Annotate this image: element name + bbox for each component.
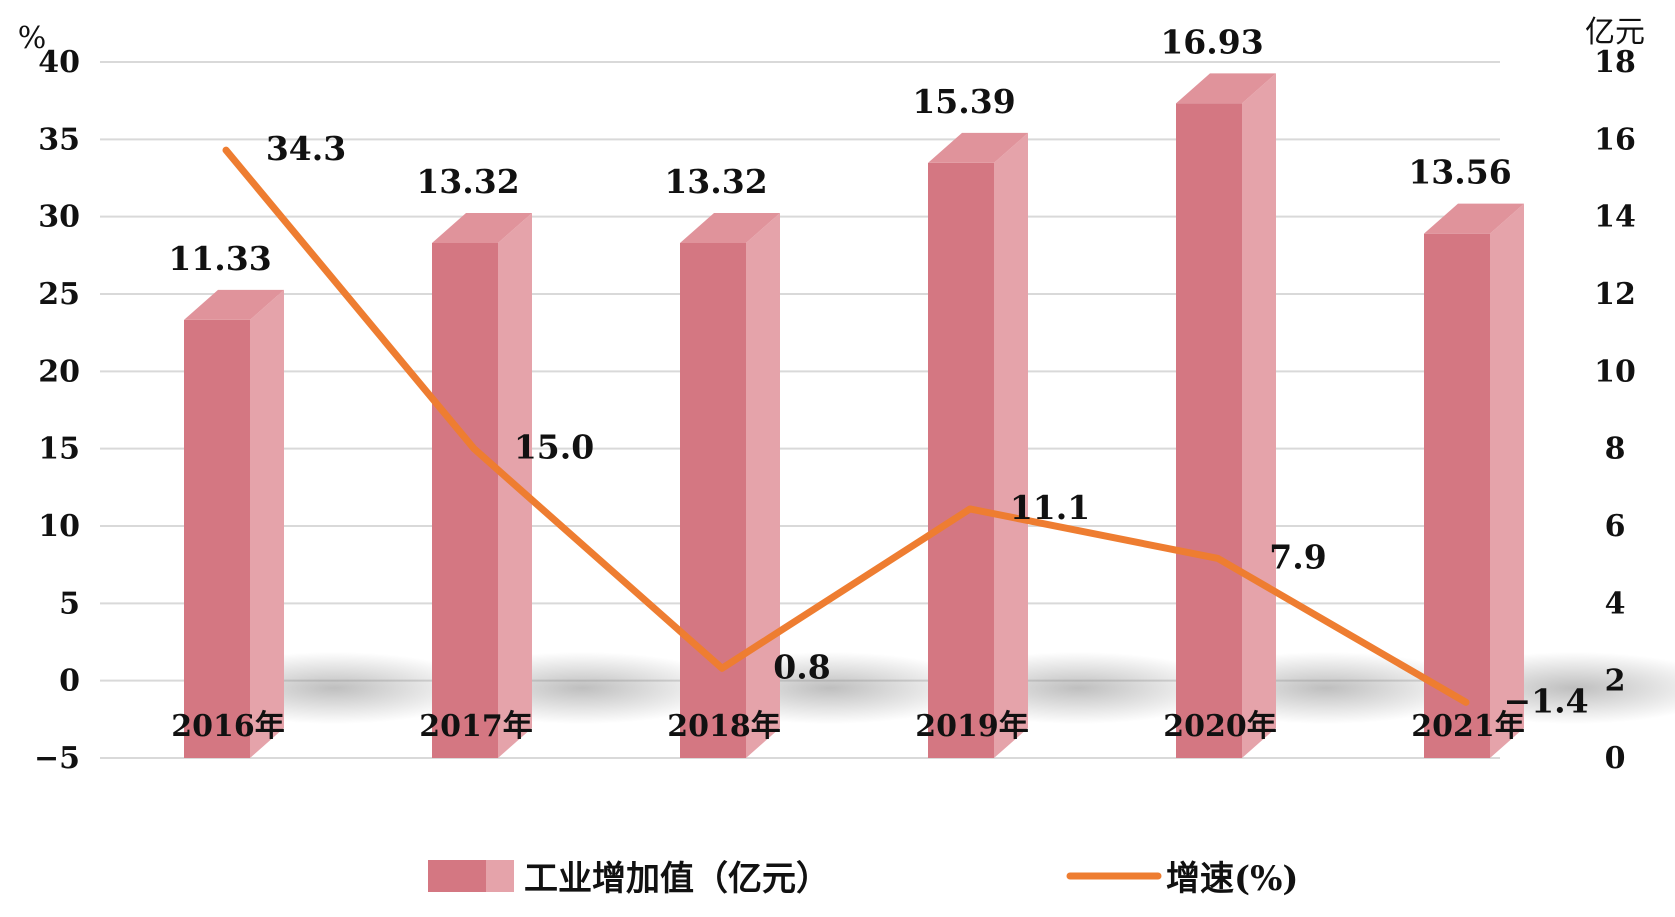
left-axis-tick-label: 0 (59, 664, 80, 699)
left-axis-tick-label: 20 (38, 354, 80, 389)
left-axis-tick-label: 10 (38, 509, 80, 544)
left-axis-tick-label: 30 (38, 200, 80, 235)
bar-top (184, 289, 284, 320)
bar-value-label: 15.39 (912, 82, 1015, 121)
left-axis-tick-label: 15 (38, 432, 80, 467)
line-value-label: 11.1 (1010, 488, 1090, 527)
bar-top (1424, 203, 1524, 234)
right-axis-tick-label: 18 (1594, 45, 1636, 80)
legend-bar-swatch (428, 860, 486, 892)
bar (184, 319, 250, 758)
bar-side (250, 289, 284, 758)
right-axis-tick-label: 16 (1594, 122, 1636, 157)
bar-side (746, 212, 780, 758)
bar-side (1490, 203, 1524, 758)
growth-line (222, 146, 1470, 706)
bar-side (1242, 73, 1276, 758)
bar-top (1176, 73, 1276, 104)
category-label: 2016年 (171, 709, 285, 744)
left-axis-tick-label: 5 (59, 586, 80, 621)
right-axis-tick-label: 12 (1594, 277, 1636, 312)
right-axis-unit: 亿元 (1585, 15, 1645, 50)
right-axis-tick-label: 0 (1605, 741, 1626, 776)
left-axis-tick-label: −5 (34, 741, 80, 776)
bar (1176, 103, 1242, 758)
legend-bar-swatch-side (486, 860, 514, 892)
bar (680, 242, 746, 758)
legend: 工业增加值（亿元） 增速(%) (428, 859, 1298, 899)
left-axis-tick-label: 35 (38, 122, 80, 157)
bar-value-label: 13.56 (1408, 153, 1511, 192)
right-axis-tick-label: 4 (1605, 586, 1626, 621)
bar-top (928, 132, 1028, 163)
line-value-label: 34.3 (266, 129, 346, 168)
bar-top (680, 212, 780, 243)
line-value-label: 7.9 (1269, 537, 1326, 576)
data-labels: 11.33 2016年 13.32 2017年 13.32 2018年 15.39 2019年… (168, 22, 1588, 744)
category-label: 2019年 (915, 709, 1029, 744)
category-label: 2020年 (1163, 709, 1277, 744)
line-value-label: −1.4 (1503, 681, 1588, 720)
line-value-label: 15.0 (514, 428, 594, 467)
category-label: 2018年 (667, 709, 781, 744)
bar-value-label: 13.32 (664, 162, 767, 201)
bar-side (994, 132, 1028, 759)
left-axis-tick-label: 40 (38, 45, 80, 80)
bar-value-label: 16.93 (1160, 22, 1263, 61)
category-label: 2017年 (419, 709, 533, 744)
legend-bar-label: 工业增加值（亿元） (524, 859, 830, 899)
category-label: 2021年 (1411, 709, 1525, 744)
legend-line-label: 增速(%) (1166, 859, 1298, 899)
left-axis-unit: % (18, 21, 47, 56)
bar-value-label: 11.33 (168, 239, 271, 278)
left-axis-tick-label: 25 (38, 277, 80, 312)
bar (1424, 233, 1490, 758)
right-axis-tick-label: 14 (1594, 200, 1636, 235)
line-value-label: 0.8 (773, 647, 830, 686)
line-series (222, 146, 1470, 706)
bar-top (432, 212, 532, 243)
right-axis-tick-label: 8 (1605, 432, 1626, 467)
bar-value-label: 13.32 (416, 162, 519, 201)
bar (432, 242, 498, 758)
right-axis-tick-label: 6 (1605, 509, 1626, 544)
right-axis-tick-label: 2 (1605, 664, 1626, 699)
right-axis-tick-label: 10 (1594, 354, 1636, 389)
bar (928, 162, 994, 759)
